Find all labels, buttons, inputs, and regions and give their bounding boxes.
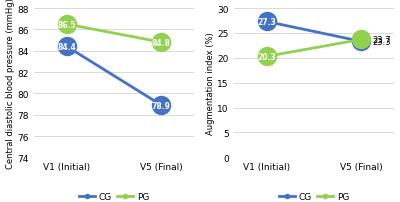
Text: 84.4: 84.4 bbox=[58, 43, 76, 52]
Text: 86.5: 86.5 bbox=[58, 20, 76, 29]
Y-axis label: Augmentation index (%): Augmentation index (%) bbox=[206, 32, 214, 134]
Legend: CG, PG: CG, PG bbox=[75, 189, 153, 202]
Y-axis label: Central diastolic blood pressure (mmHg): Central diastolic blood pressure (mmHg) bbox=[6, 0, 14, 168]
Text: 78.9: 78.9 bbox=[152, 101, 171, 110]
Text: 84.8: 84.8 bbox=[152, 39, 171, 47]
Text: 27.3: 27.3 bbox=[258, 18, 276, 27]
Text: 23.7: 23.7 bbox=[373, 36, 391, 45]
Legend: CG, PG: CG, PG bbox=[275, 189, 353, 202]
Text: 20.3: 20.3 bbox=[258, 53, 276, 62]
Text: 23.3: 23.3 bbox=[373, 38, 391, 47]
